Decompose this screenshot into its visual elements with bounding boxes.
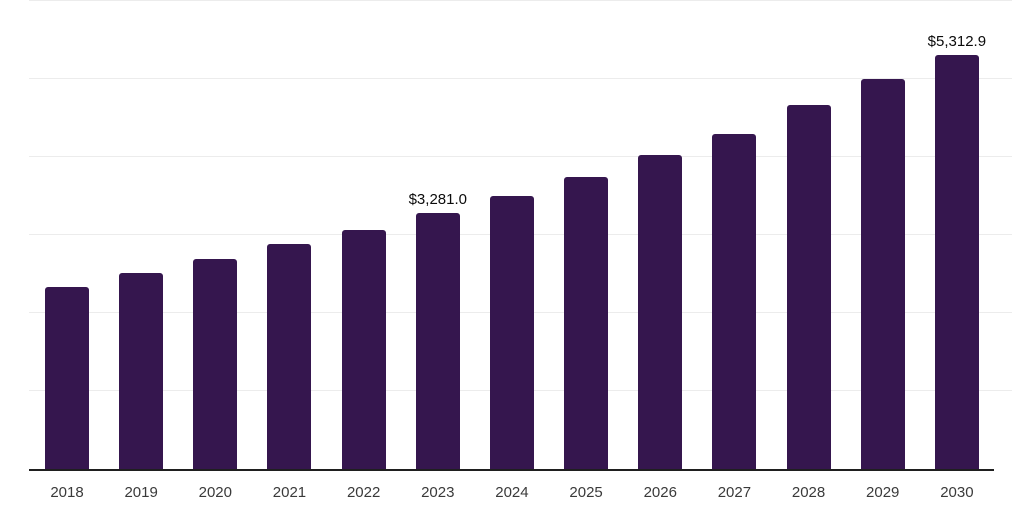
bar-slot: $5,312.9: [928, 1, 986, 469]
bar-slot: [564, 1, 609, 469]
bar-2021: [267, 244, 312, 469]
bar-slot: [45, 1, 89, 469]
bar-slot: [119, 1, 164, 469]
x-axis-line: [29, 469, 994, 471]
x-tick-label: 2020: [198, 484, 232, 501]
bar-2025: [564, 176, 609, 469]
bar-2029: [860, 79, 905, 469]
bar-2018: [45, 286, 89, 469]
gridline: [29, 78, 1012, 79]
x-tick-label: 2025: [569, 484, 603, 501]
bar-2026: [638, 155, 683, 469]
bar-slot: [860, 1, 905, 469]
gridline: [29, 0, 1012, 1]
bar-2024: [489, 196, 534, 469]
bar-slot: [489, 1, 534, 469]
x-axis-labels: 2018 2019 2020 2021 2022 2023 2024 2025 2026 2027…: [29, 484, 1012, 502]
x-tick-label: 2027: [717, 484, 752, 501]
x-tick-label: 2029: [866, 484, 900, 501]
bar-2030: [934, 54, 979, 469]
x-tick-label: 2019: [124, 484, 158, 501]
bar-slot: [638, 1, 683, 469]
bar-2027: [712, 133, 757, 469]
bar-slot: [341, 1, 386, 469]
bar-slot: $3,281.0: [409, 1, 467, 469]
x-tick-label: 2021: [272, 484, 307, 501]
x-tick-label: 2026: [643, 484, 677, 501]
bar-2023: [415, 213, 460, 469]
x-tick-label: 2022: [346, 484, 381, 501]
bar-2022: [341, 229, 386, 469]
bar-2028: [786, 104, 831, 469]
x-tick-label: 2024: [495, 484, 529, 501]
bar-value-label: $5,312.9: [927, 32, 987, 50]
x-tick-label: 2023: [421, 484, 455, 501]
bar-slot: [712, 1, 757, 469]
x-tick-label: 2028: [791, 484, 826, 501]
plot-area: $3,281.0 $5,312.9: [29, 0, 1012, 471]
x-tick-label: 2018: [50, 484, 84, 501]
x-tick-label: 2030: [940, 484, 974, 501]
bar-slot: [193, 1, 238, 469]
bar-2019: [119, 273, 164, 469]
gridline: [29, 156, 1012, 157]
bar-slot: [786, 1, 831, 469]
bar-slot: [267, 1, 312, 469]
bar-value-label: $3,281.0: [408, 191, 467, 209]
bars-container: $3,281.0 $5,312.9: [29, 1, 1012, 469]
bar-2020: [193, 259, 238, 469]
